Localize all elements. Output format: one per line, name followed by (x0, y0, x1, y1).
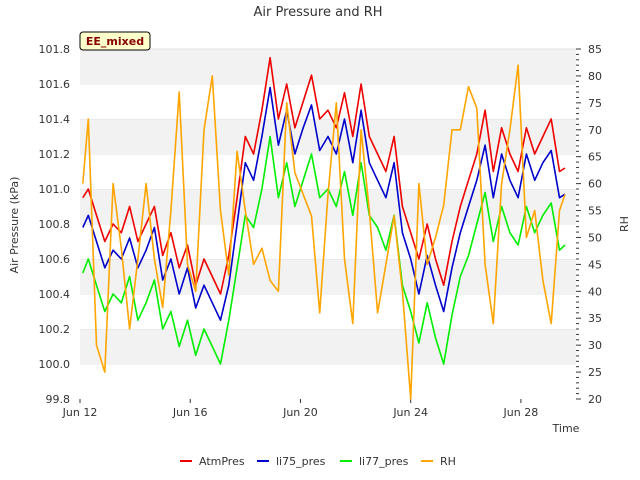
left-tick-label: 101.2 (39, 148, 71, 161)
x-tick-label: Jun 24 (392, 406, 428, 419)
x-tick-label: Jun 20 (282, 406, 318, 419)
right-tick-label: 55 (588, 205, 602, 218)
dataset-badge: EE_mixed (79, 31, 151, 51)
left-tick-label: 101.6 (39, 78, 71, 91)
right-axis-ticks: 20 25 30 35 40 45 50 55 60 65 70 75 80 85 (576, 43, 602, 406)
left-tick-label: 101.4 (39, 113, 71, 126)
right-tick-label: 35 (588, 312, 602, 325)
right-tick-label: 65 (588, 151, 602, 164)
left-tick-label: 100.8 (39, 218, 71, 231)
legend-label: AtmPres (199, 455, 245, 468)
grid-band (80, 294, 576, 329)
series-line-atmpres (82, 56, 566, 295)
legend: AtmPres li75_pres li77_pres RH (180, 455, 456, 468)
series-line-li75_pres (82, 86, 566, 322)
left-axis-label: Air Pressure (kPa) (8, 177, 21, 274)
left-tick-label: 100.0 (39, 358, 71, 371)
grid-band (80, 84, 576, 119)
right-tick-label: 80 (588, 70, 602, 83)
badge-label: EE_mixed (86, 35, 144, 48)
left-tick-label: 100.2 (39, 323, 71, 336)
legend-label: li77_pres (359, 455, 409, 468)
series-lines (82, 56, 566, 400)
grid-band (80, 49, 576, 84)
right-tick-label: 85 (588, 43, 602, 56)
grid-band (80, 329, 576, 364)
right-axis-label: RH (618, 216, 631, 232)
left-tick-label: 100.4 (39, 288, 71, 301)
right-tick-label: 20 (588, 393, 602, 406)
series-line-li77_pres (82, 135, 566, 365)
left-tick-label: 101.0 (39, 183, 71, 196)
x-tick-label: Jun 12 (62, 406, 98, 419)
grid-band (80, 259, 576, 294)
right-tick-label: 75 (588, 97, 602, 110)
right-tick-label: 45 (588, 258, 602, 271)
left-tick-label: 101.8 (39, 43, 71, 56)
chart-title: Air Pressure and RH (253, 5, 382, 20)
right-tick-label: 70 (588, 124, 602, 137)
x-axis-label: Time (552, 422, 580, 435)
right-tick-label: 30 (588, 339, 602, 352)
series-line-rh (82, 64, 566, 400)
left-tick-label: 100.6 (39, 253, 71, 266)
x-axis-ticks: Jun 12 Jun 16 Jun 20 Jun 24 Jun 28 (62, 399, 539, 419)
badge-box (79, 31, 151, 51)
left-tick-label: 99.8 (46, 393, 71, 406)
left-axis-ticks: 99.8 100.0 100.2 100.4 100.6 100.8 101.0 101.2 1… (39, 43, 71, 406)
right-tick-label: 60 (588, 178, 602, 191)
right-tick-label: 40 (588, 285, 602, 298)
x-tick-label: Jun 16 (172, 406, 208, 419)
right-tick-label: 50 (588, 231, 602, 244)
right-tick-label: 25 (588, 366, 602, 379)
x-tick-label: Jun 28 (503, 406, 539, 419)
legend-label: RH (440, 455, 456, 468)
plot-background-bands (80, 48, 576, 399)
legend-label: li75_pres (276, 455, 326, 468)
grid-band (80, 364, 576, 399)
